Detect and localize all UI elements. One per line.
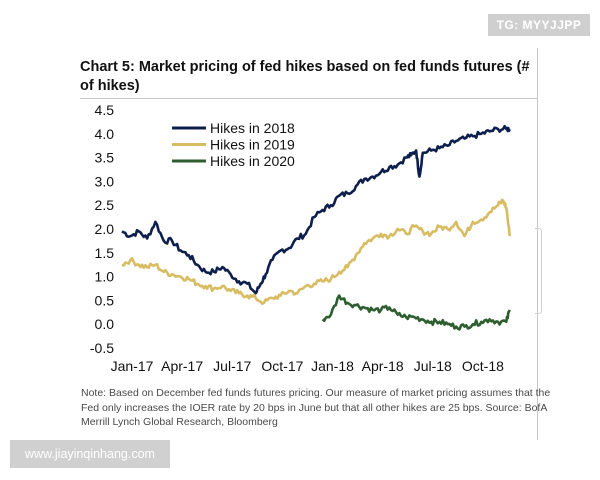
series-line xyxy=(121,124,511,295)
scroll-handle[interactable] xyxy=(535,228,542,314)
series-line xyxy=(321,294,511,331)
chart-title: Chart 5: Market pricing of fed hikes bas… xyxy=(80,59,530,94)
legend-label: Hikes in 2020 xyxy=(210,153,295,169)
y-axis-ticks: -0.5 0.0 0.5 1.0 1.5 2.0 2.5 3.0 3.5 4.0 4.5 xyxy=(90,102,114,356)
y-tick-label: 3.0 xyxy=(95,173,115,189)
x-tick-label: Apr-17 xyxy=(161,358,203,374)
y-tick-label: 2.0 xyxy=(95,221,115,237)
legend-label: Hikes in 2018 xyxy=(210,120,295,136)
chart-note: Note: Based on December fed funds future… xyxy=(81,387,551,428)
x-tick-label: Jul-17 xyxy=(213,358,251,374)
x-tick-label: Jan-18 xyxy=(311,358,354,374)
y-tick-label: 3.5 xyxy=(95,150,115,166)
y-tick-label: -0.5 xyxy=(90,340,114,356)
series-line xyxy=(121,198,511,306)
y-tick-label: 1.5 xyxy=(95,245,115,261)
y-tick-label: 2.5 xyxy=(95,197,115,213)
chart-card xyxy=(70,48,538,440)
x-axis-ticks: Jan-17 Apr-17 Jul-17 Oct-17 Jan-18 Apr-18 Jul-… xyxy=(111,358,505,374)
x-tick-label: Oct-17 xyxy=(261,358,303,374)
x-tick-label: Jul-18 xyxy=(414,358,452,374)
title-divider xyxy=(80,98,538,99)
series-lines xyxy=(121,124,511,331)
site-watermark: www.jiayinqinhang.com xyxy=(10,440,170,468)
top-bar: TG: MYYJJPP xyxy=(0,0,600,45)
x-tick-label: Apr-18 xyxy=(362,358,404,374)
y-tick-label: 4.5 xyxy=(95,102,115,118)
y-tick-label: 0.5 xyxy=(95,292,115,308)
y-tick-label: 4.0 xyxy=(95,126,115,142)
legend-label: Hikes in 2019 xyxy=(210,137,295,153)
x-tick-label: Jan-17 xyxy=(111,358,154,374)
tg-badge: TG: MYYJJPP xyxy=(488,14,590,36)
y-tick-label: 0.0 xyxy=(95,316,115,332)
line-chart: -0.5 0.0 0.5 1.0 1.5 2.0 2.5 3.0 3.5 4.0 4.5 Jan-1… xyxy=(90,102,511,374)
y-tick-label: 1.0 xyxy=(95,269,115,285)
x-tick-label: Oct-18 xyxy=(462,358,504,374)
